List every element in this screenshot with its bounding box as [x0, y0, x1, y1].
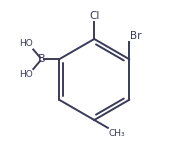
Text: Cl: Cl [89, 11, 99, 21]
Text: HO: HO [19, 39, 32, 48]
Text: Br: Br [130, 31, 142, 41]
Text: HO: HO [19, 70, 32, 79]
Text: CH₃: CH₃ [109, 129, 125, 138]
Text: B: B [38, 54, 45, 64]
